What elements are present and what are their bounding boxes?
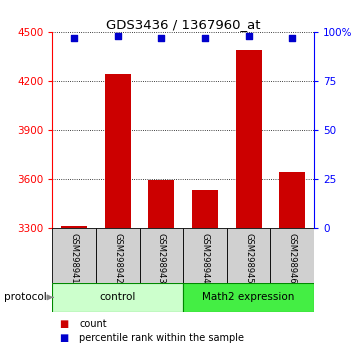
Bar [61, 226, 87, 228]
Text: ■: ■ [60, 333, 69, 343]
Point [115, 33, 121, 39]
Text: control: control [100, 292, 136, 302]
Text: GSM298946: GSM298946 [288, 233, 297, 284]
Text: ■: ■ [60, 319, 69, 329]
Point [246, 33, 252, 39]
Bar [183, 228, 227, 283]
Point [202, 35, 208, 41]
Text: Math2 expression: Math2 expression [203, 292, 295, 302]
Text: GSM298945: GSM298945 [244, 233, 253, 283]
Bar [96, 228, 140, 283]
Bar [148, 180, 174, 228]
Text: GSM298943: GSM298943 [157, 233, 166, 284]
Point [158, 35, 164, 41]
Bar [270, 228, 314, 283]
Bar [192, 190, 218, 228]
Text: GSM298941: GSM298941 [70, 233, 79, 283]
Text: count: count [79, 319, 107, 329]
Bar [105, 74, 131, 228]
Bar [140, 228, 183, 283]
Point [71, 35, 77, 41]
Bar [279, 172, 305, 228]
Text: GSM298942: GSM298942 [113, 233, 122, 283]
Bar [227, 228, 270, 283]
Title: GDS3436 / 1367960_at: GDS3436 / 1367960_at [106, 18, 260, 31]
Text: GSM298944: GSM298944 [200, 233, 209, 283]
Bar [52, 283, 183, 312]
Bar [236, 50, 262, 228]
Point [290, 35, 295, 41]
Text: percentile rank within the sample: percentile rank within the sample [79, 333, 244, 343]
Bar [183, 283, 314, 312]
Bar [52, 228, 96, 283]
Text: protocol: protocol [4, 292, 46, 302]
